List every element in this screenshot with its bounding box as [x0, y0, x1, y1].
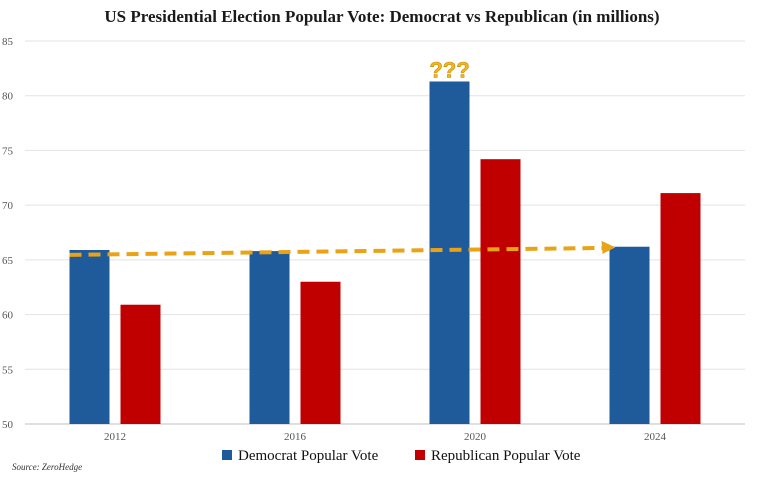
bar-republican-2024 [660, 193, 701, 424]
annotations: ??? [429, 57, 470, 83]
bar-democrat-2020 [429, 81, 470, 424]
trend-arrow-line [69, 245, 604, 257]
y-tick-label: 70 [2, 200, 14, 212]
x-axis-ticks: 2012 2016 2020 2024 [104, 431, 667, 443]
legend-swatch [222, 450, 232, 460]
legend: Democrat Popular Vote Republican Popular … [222, 448, 581, 464]
y-tick-label: 75 [2, 145, 14, 157]
bar-republican-2016 [300, 281, 341, 424]
legend-swatch [415, 450, 425, 460]
y-axis-ticks: 50 55 60 65 70 75 80 85 [2, 36, 14, 431]
annotation-question-marks: ??? [429, 57, 469, 82]
x-tick-label: 2016 [284, 431, 307, 443]
y-tick-label: 55 [2, 364, 14, 376]
legend-label: Democrat Popular Vote [238, 448, 379, 464]
source-note: Source: ZeroHedge [12, 462, 82, 472]
x-tick-label: 2024 [644, 431, 667, 443]
trend-arrow-head [601, 240, 616, 254]
y-tick-label: 85 [2, 36, 14, 48]
bar-democrat-2024 [609, 246, 650, 424]
trend-arrow [69, 240, 616, 257]
bar-democrat-2016 [249, 251, 290, 424]
bars [69, 81, 701, 424]
bar-republican-2020 [480, 159, 521, 424]
x-tick-label: 2020 [464, 431, 487, 443]
x-tick-label: 2012 [104, 431, 126, 443]
y-tick-label: 65 [2, 255, 14, 267]
y-tick-label: 80 [2, 91, 14, 103]
y-tick-label: 60 [2, 310, 14, 322]
chart-title: US Presidential Election Popular Vote: D… [104, 7, 659, 26]
bar-democrat-2012 [69, 250, 110, 424]
bar-republican-2012 [120, 304, 161, 424]
y-tick-label: 50 [2, 419, 14, 431]
legend-label: Republican Popular Vote [431, 448, 581, 464]
